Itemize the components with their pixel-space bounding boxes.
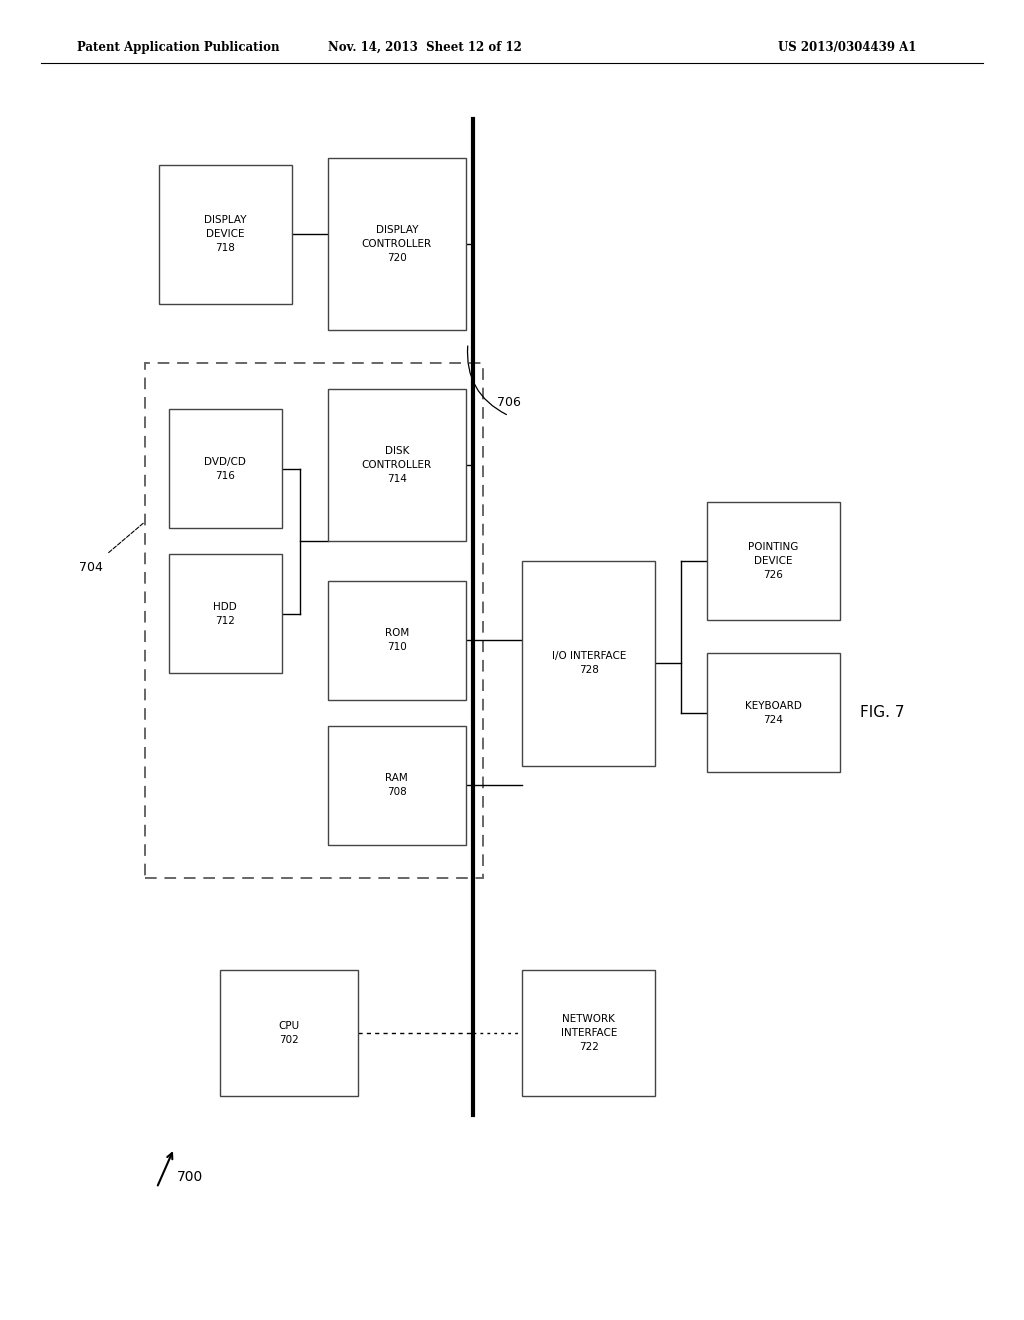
Text: Nov. 14, 2013  Sheet 12 of 12: Nov. 14, 2013 Sheet 12 of 12 <box>328 41 522 54</box>
Bar <box>707 653 840 772</box>
Text: FIG. 7: FIG. 7 <box>860 705 904 721</box>
Text: 700: 700 <box>177 1171 204 1184</box>
Bar <box>159 165 292 304</box>
Text: 704: 704 <box>79 561 102 574</box>
Text: DISPLAY
CONTROLLER
720: DISPLAY CONTROLLER 720 <box>361 226 432 263</box>
Bar <box>145 363 483 878</box>
Text: ROM
710: ROM 710 <box>385 628 409 652</box>
Text: NETWORK
INTERFACE
722: NETWORK INTERFACE 722 <box>560 1014 617 1052</box>
Bar <box>328 581 466 700</box>
Text: I/O INTERFACE
728: I/O INTERFACE 728 <box>552 651 626 676</box>
Text: DISK
CONTROLLER
714: DISK CONTROLLER 714 <box>361 446 432 484</box>
Bar <box>328 726 466 845</box>
Text: 706: 706 <box>497 396 520 409</box>
Text: Patent Application Publication: Patent Application Publication <box>77 41 280 54</box>
Bar <box>707 502 840 620</box>
Text: KEYBOARD
724: KEYBOARD 724 <box>744 701 802 725</box>
Bar <box>169 409 282 528</box>
Bar <box>169 554 282 673</box>
Bar <box>220 970 358 1096</box>
Bar <box>328 158 466 330</box>
Bar <box>522 970 655 1096</box>
Bar <box>328 389 466 541</box>
Text: DISPLAY
DEVICE
718: DISPLAY DEVICE 718 <box>204 215 247 253</box>
Text: US 2013/0304439 A1: US 2013/0304439 A1 <box>778 41 916 54</box>
Bar <box>522 561 655 766</box>
Text: POINTING
DEVICE
726: POINTING DEVICE 726 <box>748 543 799 579</box>
Text: RAM
708: RAM 708 <box>385 774 409 797</box>
Text: CPU
702: CPU 702 <box>279 1020 300 1045</box>
Text: DVD/CD
716: DVD/CD 716 <box>205 457 246 480</box>
Text: HDD
712: HDD 712 <box>213 602 238 626</box>
